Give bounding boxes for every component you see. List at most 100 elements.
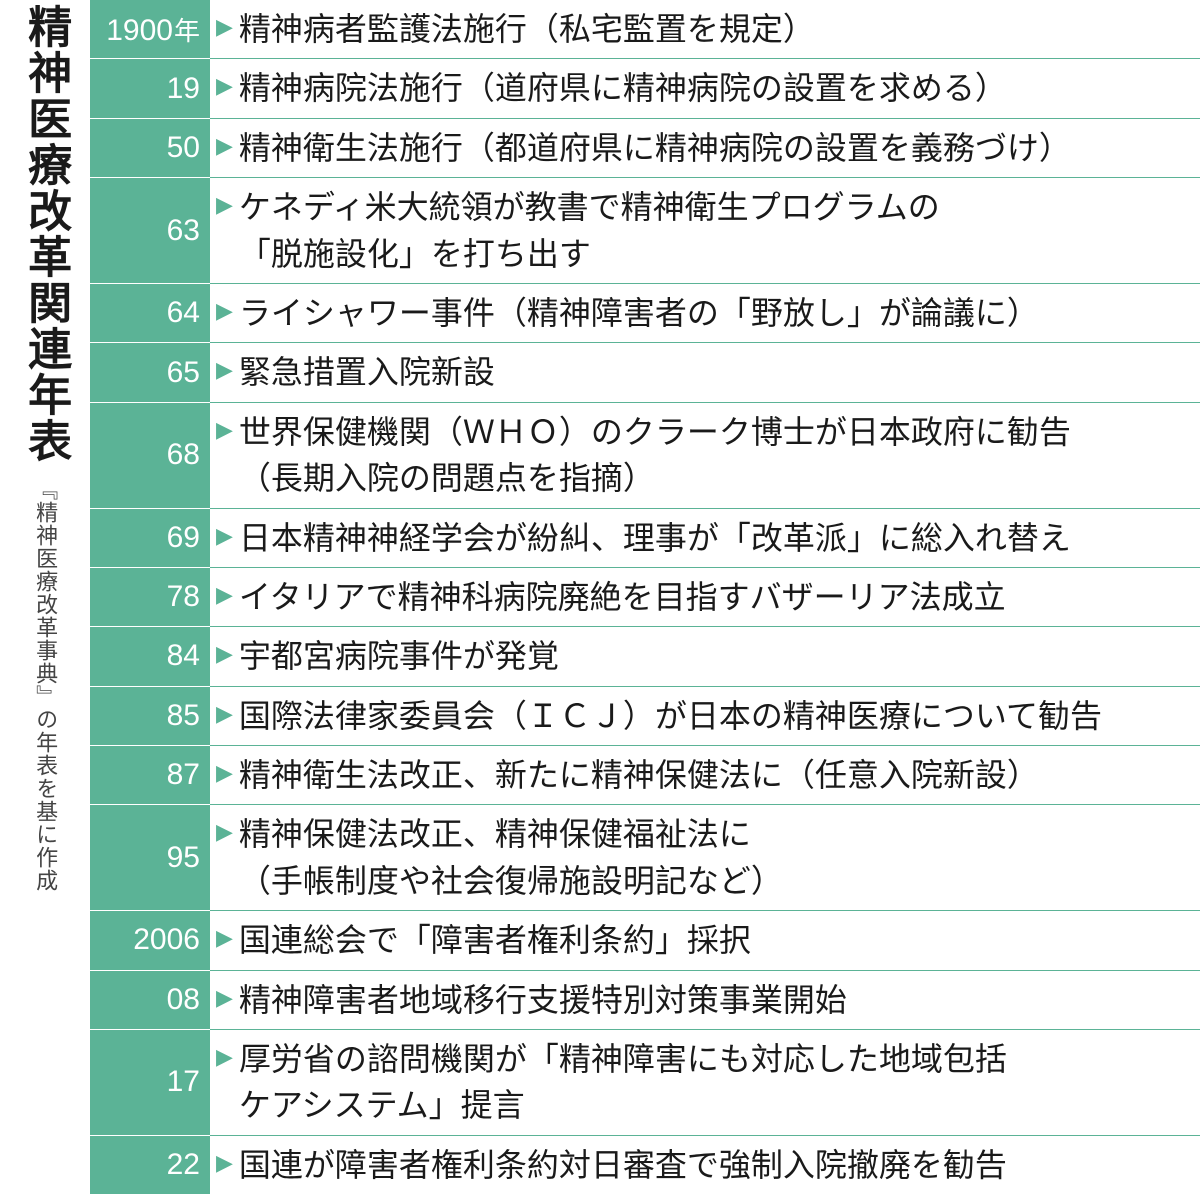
event-cell: ▶世界保健機関（ＷＨＯ）のクラーク博士が日本政府に勧告（長期入院の問題点を指摘） <box>210 403 1200 509</box>
year-text: 69 <box>167 521 200 555</box>
event-cell: ▶日本精神神経学会が紛糾、理事が「改革派」に総入れ替え <box>210 509 1200 568</box>
year-cell: 08 <box>90 971 210 1030</box>
arrow-icon: ▶ <box>216 811 233 845</box>
table-row: 69 ▶日本精神神経学会が紛糾、理事が「改革派」に総入れ替え <box>90 509 1200 568</box>
event-text: 精神障害者地域移行支援特別対策事業開始 <box>239 977 847 1023</box>
year-text: 87 <box>167 758 200 792</box>
event-cell: ▶緊急措置入院新設 <box>210 343 1200 402</box>
year-inner: 64 <box>90 284 210 343</box>
event-text: 国際法律家委員会（ＩＣＪ）が日本の精神医療について勧告 <box>239 693 1102 739</box>
event-cell: ▶国連総会で「障害者権利条約」採択 <box>210 911 1200 970</box>
event-cell: ▶精神保健法改正、精神保健福祉法に（手帳制度や社会復帰施設明記など） <box>210 805 1200 911</box>
table-row: 22 ▶国連が障害者権利条約対日審査で強制入院撤廃を勧告 <box>90 1136 1200 1194</box>
year-cell: 19 <box>90 59 210 118</box>
table-row: 65 ▶緊急措置入院新設 <box>90 343 1200 402</box>
event-text: イタリアで精神科病院廃絶を目指すバザーリア法成立 <box>239 574 1006 620</box>
year-cell: 63 <box>90 178 210 284</box>
arrow-icon: ▶ <box>216 65 233 99</box>
event-text: 宇都宮病院事件が発覚 <box>239 633 559 679</box>
arrow-icon: ▶ <box>216 515 233 549</box>
arrow-icon: ▶ <box>216 574 233 608</box>
year-inner: 22 <box>90 1136 210 1194</box>
year-inner: 69 <box>90 509 210 568</box>
event-cell: ▶国際法律家委員会（ＩＣＪ）が日本の精神医療について勧告 <box>210 687 1200 746</box>
year-cell: 64 <box>90 284 210 343</box>
table-row: 17▶厚労省の諮問機関が「精神障害にも対応した地域包括ケアシステム」提言 <box>90 1030 1200 1136</box>
arrow-icon: ▶ <box>216 917 233 951</box>
table-row: 68 ▶世界保健機関（ＷＨＯ）のクラーク博士が日本政府に勧告（長期入院の問題点を指… <box>90 403 1200 509</box>
event-cell: ▶精神障害者地域移行支援特別対策事業開始 <box>210 971 1200 1030</box>
year-text: 85 <box>167 699 200 733</box>
year-text: 84 <box>167 639 200 673</box>
arrow-icon: ▶ <box>216 290 233 324</box>
year-cell: 87 <box>90 746 210 805</box>
arrow-icon: ▶ <box>216 409 233 443</box>
year-cell: 78 <box>90 568 210 627</box>
event-text: 精神病者監護法施行（私宅監置を規定） <box>239 6 815 52</box>
year-cell: 68 <box>90 403 210 509</box>
year-text: 2006 <box>133 923 200 957</box>
year-text: 65 <box>167 356 200 390</box>
year-text: 78 <box>167 580 200 614</box>
sub-title: 『精神医療改革事典』の年表を基に作成 <box>33 478 57 892</box>
arrow-icon: ▶ <box>216 977 233 1011</box>
year-cell: 69 <box>90 509 210 568</box>
table-row: 50▶精神衛生法施行（都道府県に精神病院の設置を義務づけ） <box>90 119 1200 178</box>
arrow-icon: ▶ <box>216 1036 233 1070</box>
year-text: 1900年 <box>106 11 200 48</box>
timeline-container: 精神医療改革関連年表 『精神医療改革事典』の年表を基に作成 1900年▶精神病者… <box>0 0 1200 1194</box>
year-cell: 1900年 <box>90 0 210 59</box>
year-text: 95 <box>167 841 200 875</box>
year-text: 22 <box>167 1148 200 1182</box>
event-cell: ▶国連が障害者権利条約対日審査で強制入院撤廃を勧告 <box>210 1136 1200 1194</box>
year-inner: 19 <box>90 59 210 118</box>
arrow-icon: ▶ <box>216 349 233 383</box>
event-text: 緊急措置入院新設 <box>239 349 495 395</box>
year-text: 64 <box>167 296 200 330</box>
year-text: 68 <box>167 438 200 472</box>
event-cell: ▶精神病者監護法施行（私宅監置を規定） <box>210 0 1200 59</box>
year-inner: 08 <box>90 971 210 1030</box>
arrow-icon: ▶ <box>216 752 233 786</box>
year-cell: 95 <box>90 805 210 911</box>
event-cell: ▶ケネディ米大統領が教書で精神衛生プログラムの「脱施設化」を打ち出す <box>210 178 1200 284</box>
event-cell: ▶精神病院法施行（道府県に精神病院の設置を求める） <box>210 59 1200 118</box>
year-inner: 68 <box>90 403 210 509</box>
event-text: ケネディ米大統領が教書で精神衛生プログラムの「脱施設化」を打ち出す <box>239 184 940 277</box>
year-cell: 50 <box>90 119 210 178</box>
year-inner: 95 <box>90 805 210 911</box>
year-cell: 85 <box>90 687 210 746</box>
year-text: 63 <box>167 214 200 248</box>
year-inner: 65 <box>90 343 210 402</box>
year-cell: 17 <box>90 1030 210 1136</box>
year-inner: 85 <box>90 687 210 746</box>
year-inner: 63 <box>90 178 210 284</box>
event-text: 日本精神神経学会が紛糾、理事が「改革派」に総入れ替え <box>239 515 1071 561</box>
year-text: 08 <box>167 983 200 1017</box>
year-inner: 2006 <box>90 911 210 970</box>
year-cell: 84 <box>90 627 210 686</box>
title-column: 精神医療改革関連年表 『精神医療改革事典』の年表を基に作成 <box>0 0 90 1194</box>
arrow-icon: ▶ <box>216 1142 233 1176</box>
year-inner: 50 <box>90 119 210 178</box>
table-row: 64 ▶ライシャワー事件（精神障害者の「野放し」が論議に） <box>90 284 1200 343</box>
arrow-icon: ▶ <box>216 125 233 159</box>
table-row: 2006 ▶国連総会で「障害者権利条約」採択 <box>90 911 1200 970</box>
event-text: 精神衛生法施行（都道府県に精神病院の設置を義務づけ） <box>239 125 1071 171</box>
arrow-icon: ▶ <box>216 693 233 727</box>
table-row: 85 ▶国際法律家委員会（ＩＣＪ）が日本の精神医療について勧告 <box>90 687 1200 746</box>
year-cell: 65 <box>90 343 210 402</box>
table-row: 19▶精神病院法施行（道府県に精神病院の設置を求める） <box>90 59 1200 118</box>
table-row: 87 ▶精神衛生法改正、新たに精神保健法に（任意入院新設） <box>90 746 1200 805</box>
arrow-icon: ▶ <box>216 184 233 218</box>
year-inner: 78 <box>90 568 210 627</box>
event-cell: ▶イタリアで精神科病院廃絶を目指すバザーリア法成立 <box>210 568 1200 627</box>
year-inner: 87 <box>90 746 210 805</box>
event-text: 世界保健機関（ＷＨＯ）のクラーク博士が日本政府に勧告（長期入院の問題点を指摘） <box>239 409 1071 502</box>
event-text: 精神衛生法改正、新たに精神保健法に（任意入院新設） <box>239 752 1039 798</box>
event-text: 精神病院法施行（道府県に精神病院の設置を求める） <box>239 65 1007 111</box>
year-unit: 年 <box>174 16 200 46</box>
table-row: 78 ▶イタリアで精神科病院廃絶を目指すバザーリア法成立 <box>90 568 1200 627</box>
table-row: 84▶宇都宮病院事件が発覚 <box>90 627 1200 686</box>
event-cell: ▶ライシャワー事件（精神障害者の「野放し」が論議に） <box>210 284 1200 343</box>
